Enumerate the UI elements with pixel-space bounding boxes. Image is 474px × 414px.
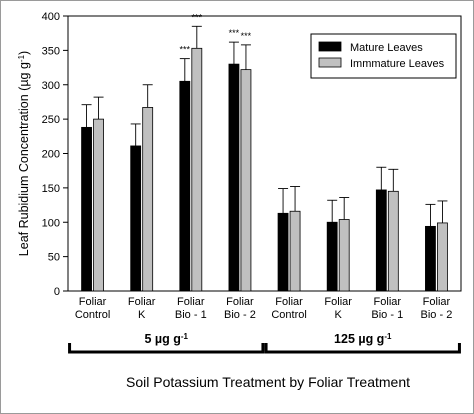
x-tick-label: Foliar — [226, 296, 254, 308]
group-label-main: 125 µg g — [334, 332, 384, 346]
legend: Mature Leaves Immmature Leaves — [310, 33, 457, 79]
legend-box — [310, 33, 457, 79]
x-tick-label: Bio - 2 — [421, 309, 453, 321]
y-tick-label: 250 — [42, 114, 60, 126]
y-axis-label-main: Leaf Rubidium Concentration (µg g — [17, 62, 31, 256]
legend-label: Mature Leaves — [350, 42, 423, 54]
significance-annotations: ********* *** — [180, 12, 252, 54]
x-tick-label: Foliar — [275, 296, 303, 308]
significance-marker: *** — [241, 31, 252, 41]
y-tick-label: 300 — [42, 80, 60, 92]
significance-marker: *** — [192, 12, 203, 22]
legend-label: Immmature Leaves — [350, 58, 445, 70]
x-tick-label: Foliar — [423, 296, 451, 308]
y-tick-label: 200 — [42, 149, 60, 161]
group-label-sup: -1 — [181, 332, 189, 341]
y-tick-label: 400 — [42, 11, 60, 23]
x-tick-label: K — [138, 309, 146, 321]
group-label: 125 µg g-1 — [334, 332, 392, 347]
axes: 0 50 100 150 200 250 300 350 400 — [42, 11, 462, 298]
x-tick-label: Foliar — [374, 296, 402, 308]
x-tick-label: Foliar — [128, 296, 156, 308]
x-tick-label: Control — [271, 309, 306, 321]
y-axis-label: Leaf Rubidium Concentration (µg g-1) — [17, 51, 32, 256]
y-tick-label: 150 — [42, 183, 60, 195]
x-tick-label: Foliar — [177, 296, 205, 308]
x-tick-label: Foliar — [79, 296, 107, 308]
error-bars — [81, 25, 448, 227]
x-tick-label: Bio - 1 — [371, 309, 403, 321]
y-tick-label: 100 — [42, 217, 60, 229]
x-tick-label: Bio - 1 — [175, 309, 207, 321]
legend-swatch — [318, 57, 342, 68]
legend-swatch — [318, 41, 342, 52]
x-tick-label: K — [335, 309, 343, 321]
x-tick-label: Bio - 2 — [224, 309, 256, 321]
group-brackets: 5 µg g-1 125 µg g-1 — [68, 332, 461, 354]
x-axis-label: Soil Potassium Treatment by Foliar Treat… — [126, 374, 410, 390]
x-tick-label: Foliar — [324, 296, 352, 308]
group-label: 5 µg g-1 — [145, 332, 189, 347]
group-label-sup: -1 — [384, 332, 392, 341]
bars — [81, 47, 448, 292]
x-tick-label: Control — [75, 309, 110, 321]
group-label-main: 5 µg g — [145, 332, 181, 346]
y-tick-label: 0 — [54, 286, 60, 298]
significance-marker: *** — [180, 45, 191, 55]
y-tick-label: 50 — [48, 252, 60, 264]
y-axis-label-sup: -1 — [17, 54, 26, 62]
y-axis-label-tail: ) — [17, 51, 31, 55]
y-tick-label: 350 — [42, 45, 60, 57]
significance-marker: *** — [229, 28, 240, 38]
